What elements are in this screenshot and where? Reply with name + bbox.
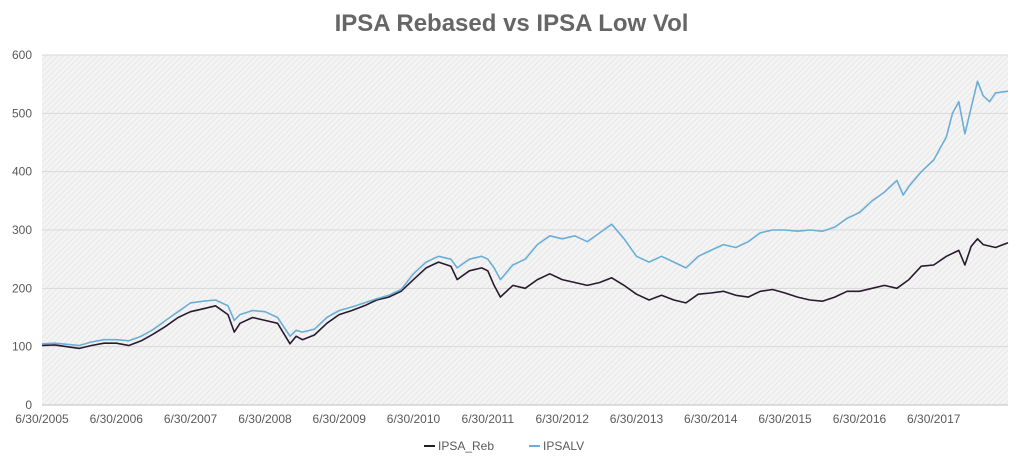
- legend-label: IPSA_Reb: [438, 439, 494, 453]
- x-tick-label: 6/30/2010: [387, 412, 441, 426]
- series-line-ipsalv: [41, 80, 1009, 347]
- y-axis: 0 100 200 300 400 500 600: [12, 48, 32, 412]
- x-tick-label: 6/30/2009: [313, 412, 367, 426]
- legend: IPSA_Reb IPSALV: [424, 439, 584, 453]
- x-tick-label: 6/30/2015: [758, 412, 812, 426]
- y-tick-label: 100: [12, 340, 32, 354]
- y-tick-label: 0: [25, 398, 32, 412]
- y-tick-label: 600: [12, 48, 32, 62]
- x-tick-label: 6/30/2013: [610, 412, 664, 426]
- y-tick-label: 400: [12, 165, 32, 179]
- series-lines: [41, 80, 1009, 350]
- x-tick-label: 6/30/2012: [536, 412, 590, 426]
- x-tick-label: 6/30/2011: [462, 412, 515, 426]
- y-tick-label: 500: [12, 106, 32, 120]
- x-axis: 6/30/2005 6/30/2006 6/30/2007 6/30/2008 6/30…: [15, 404, 1008, 426]
- gridlines: [42, 54, 1008, 348]
- x-tick-label: 6/30/2006: [90, 412, 144, 426]
- x-tick-label: 6/30/2005: [15, 412, 69, 426]
- chart-title: IPSA Rebased vs IPSA Low Vol: [334, 10, 689, 37]
- legend-label: IPSALV: [543, 439, 584, 453]
- y-tick-label: 200: [12, 281, 32, 295]
- series-line-ipsa-reb: [41, 238, 1009, 350]
- x-tick-label: 6/30/2008: [238, 412, 292, 426]
- y-tick-label: 300: [12, 223, 32, 237]
- x-tick-label: 6/30/2017: [907, 412, 961, 426]
- x-tick-label: 6/30/2014: [684, 412, 738, 426]
- x-tick-label: 6/30/2016: [833, 412, 887, 426]
- x-tick-label: 6/30/2007: [164, 412, 218, 426]
